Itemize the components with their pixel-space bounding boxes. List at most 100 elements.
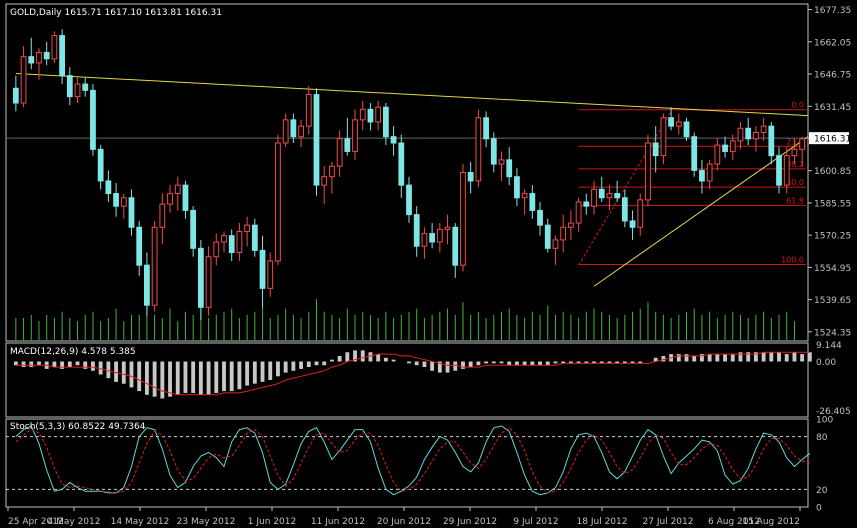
date-tick-label: 20 Jun 2012: [377, 517, 431, 527]
candle-body: [159, 203, 166, 228]
candle-body: [20, 56, 27, 104]
date-tick-label: 1 Jun 2012: [248, 517, 296, 527]
date-tick-label: 4 May 2012: [48, 517, 101, 527]
candle-body: [444, 226, 451, 230]
candle-body: [398, 142, 405, 186]
candle-body: [352, 119, 358, 152]
current-price-label: 1616.31: [814, 135, 851, 145]
candle-body: [745, 127, 752, 140]
stoch-title: Stoch(5,3,3) 60.8522 49.7364: [10, 422, 146, 432]
candle-body: [760, 125, 767, 133]
candle-body: [714, 144, 721, 165]
candle-body: [753, 131, 759, 140]
candle-body: [182, 184, 189, 211]
fib-level-label: 50.0: [786, 178, 804, 187]
candle-body: [12, 87, 19, 104]
stoch-tick-label: 100: [816, 416, 833, 426]
fib-level-label: 23.6: [786, 137, 804, 146]
macd-signal-line: [15, 351, 810, 396]
candle-body: [151, 226, 158, 306]
candle-body: [51, 35, 58, 60]
candle-body: [267, 260, 274, 289]
candle-body: [552, 239, 559, 249]
macd-tick-label: -26.405: [816, 407, 851, 417]
candle-body: [82, 83, 89, 91]
candle-body: [637, 199, 644, 228]
candle-body: [197, 247, 204, 308]
candle-body: [645, 142, 651, 201]
candle-body: [167, 193, 173, 205]
price-tick-label: 1585.55: [814, 199, 851, 209]
candle-body: [683, 121, 690, 138]
candle-body: [120, 197, 127, 207]
candle-body: [699, 169, 705, 182]
chart-title: GOLD,Daily 1615.71 1617.10 1613.81 1616.…: [10, 8, 222, 18]
candle-body: [36, 51, 42, 64]
candle-body: [575, 201, 582, 224]
date-tick-label: 11 Jun 2012: [311, 517, 365, 527]
candle-body: [668, 117, 674, 127]
candle-body: [706, 163, 713, 182]
candle-body: [583, 201, 590, 207]
fib-level-label: 38.2: [786, 160, 804, 169]
candle-body: [329, 165, 335, 178]
candle-body: [190, 209, 197, 249]
candle-body: [606, 193, 613, 199]
candle-body: [213, 241, 220, 258]
date-tick-label: 9 Jul 2012: [513, 517, 558, 527]
candle-body: [660, 117, 667, 157]
price-tick-label: 1677.35: [814, 6, 851, 16]
trendline-0: [15, 73, 809, 117]
candle-body: [390, 136, 397, 144]
macd-tick-label: 9.144: [816, 341, 842, 351]
candle-body: [483, 117, 489, 140]
candle-body: [359, 108, 366, 121]
stoch-tick-label: 0: [816, 504, 822, 514]
candle-body: [529, 193, 536, 211]
candle-body: [421, 233, 428, 247]
date-tick-label: 23 May 2012: [177, 517, 236, 527]
candle-body: [544, 224, 551, 249]
candle-body: [90, 89, 96, 150]
main-panel-border: [5, 3, 809, 342]
date-tick-label: 18 Jul 2012: [577, 517, 628, 527]
candle-body: [675, 121, 682, 127]
candle-body: [591, 188, 597, 207]
candle-body: [205, 256, 212, 308]
macd-tick-label: 0.00: [816, 358, 836, 368]
candle-body: [436, 228, 443, 243]
candle-body: [722, 144, 728, 152]
candle-body: [691, 136, 698, 171]
stoch-panel-border: [5, 418, 809, 508]
macd-panel-border: [5, 342, 809, 418]
candle-body: [413, 214, 420, 247]
candle-body: [375, 106, 382, 123]
fib-level-label: 100.0: [781, 256, 804, 265]
candle-body: [452, 226, 459, 266]
candle-body: [768, 125, 775, 157]
candle-body: [521, 193, 528, 199]
candle-body: [367, 108, 374, 123]
candle-body: [321, 176, 328, 186]
price-tick-label: 1539.65: [814, 296, 851, 306]
date-tick-label: 6 Aug 2012: [708, 517, 760, 527]
candle-body: [406, 184, 412, 216]
candle-body: [113, 193, 119, 207]
candle-body: [567, 222, 574, 228]
candle-body: [344, 138, 351, 152]
date-tick-label: 14 May 2012: [111, 517, 170, 527]
candle-body: [737, 127, 744, 142]
macd-title: MACD(12,26,9) 4.578 5.385: [10, 347, 136, 357]
candle-body: [475, 117, 482, 182]
candle-body: [537, 209, 543, 226]
stoch-d-line: [15, 427, 811, 494]
candle-body: [244, 224, 251, 232]
candle-body: [729, 140, 736, 152]
candle-body: [629, 220, 636, 228]
candle-body: [144, 264, 150, 306]
candle-body: [498, 159, 505, 165]
candle-body: [560, 226, 567, 241]
candle-body: [74, 83, 81, 98]
